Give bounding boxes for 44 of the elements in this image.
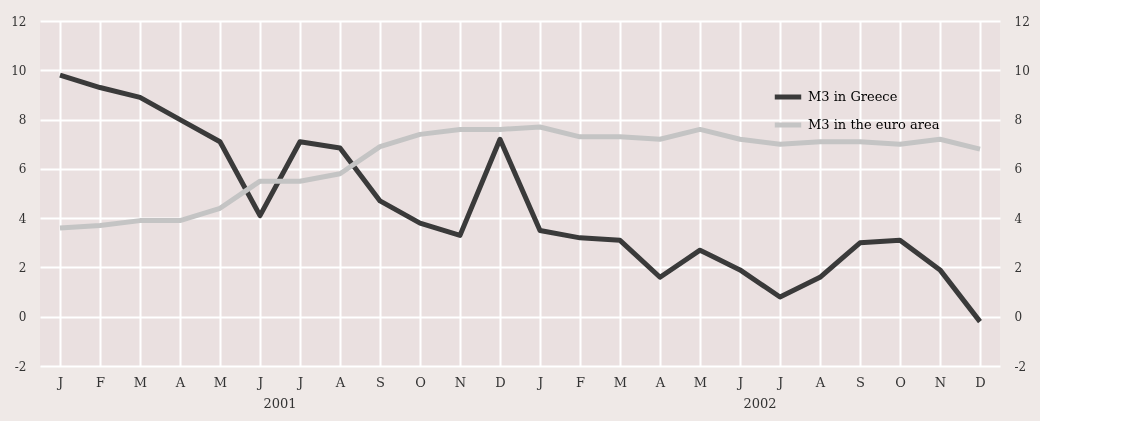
y2-tick-label: 12 — [1014, 14, 1030, 29]
y2-tick-label: 0 — [1014, 310, 1023, 325]
x-tick-label: J — [775, 374, 784, 390]
y-tick-label: 0 — [18, 310, 27, 325]
x-tick-label: J — [535, 374, 544, 390]
x-tick-label: A — [814, 374, 826, 390]
x-tick-label: F — [95, 374, 106, 390]
y-tick-label: 2 — [18, 260, 27, 275]
y2-tick-label: 8 — [1014, 113, 1023, 128]
x-tick-label: N — [454, 374, 467, 390]
x-tick-label: J — [255, 374, 264, 390]
x-tick-label: M — [133, 374, 148, 390]
y-tick-label: 10 — [11, 63, 27, 78]
x-tick-label: J — [735, 374, 744, 390]
y2-tick-label: 10 — [1014, 63, 1030, 78]
x-tick-label: J — [295, 374, 304, 390]
x-tick-label: J — [55, 374, 64, 390]
x-tick-label: N — [934, 374, 947, 390]
y-tick-label: 8 — [18, 113, 27, 128]
y2-tick-label: 2 — [1014, 260, 1023, 275]
x-tick-label: A — [654, 374, 666, 390]
x-tick-label: O — [895, 374, 906, 390]
x-tick-label: M — [693, 374, 708, 390]
y2-tick-label: 4 — [1014, 211, 1023, 226]
x-tick-label: M — [613, 374, 628, 390]
x-tick-label: M — [213, 374, 228, 390]
legend-label: M3 in the euro area — [808, 117, 940, 132]
y2-tick-label: 6 — [1014, 162, 1023, 177]
x-tick-label: D — [495, 374, 506, 390]
x-tick-label: A — [174, 374, 186, 390]
x-tick-label: D — [975, 374, 986, 390]
x-tick-label: S — [856, 374, 865, 390]
legend-label: M3 in Greece — [808, 89, 898, 104]
y-tick-label: 4 — [18, 211, 27, 226]
x-tick-label: A — [334, 374, 346, 390]
x-tick-label: S — [376, 374, 385, 390]
y2-tick-label: -2 — [1014, 359, 1027, 374]
text: 2001 — [263, 396, 297, 411]
text: 2002 — [743, 396, 777, 411]
y-tick-label: 6 — [18, 162, 27, 177]
x-tick-label: O — [415, 374, 426, 390]
x-tick-label: F — [575, 374, 586, 390]
y-tick-label: -2 — [14, 359, 27, 374]
y-tick-label: 12 — [11, 14, 27, 29]
